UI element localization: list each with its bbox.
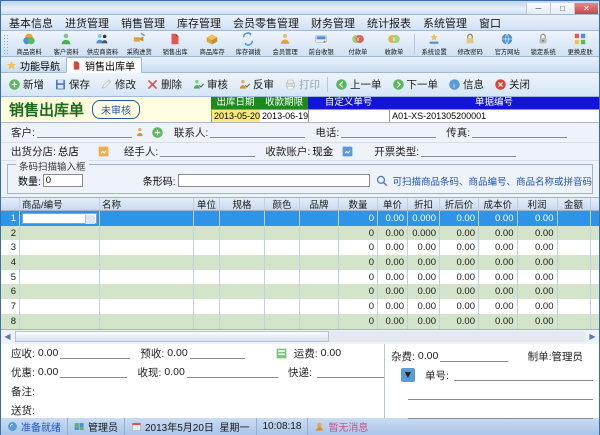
svg-text:i: i	[453, 82, 455, 89]
svg-text:￥: ￥	[355, 36, 360, 43]
svg-text:￥: ￥	[392, 36, 397, 43]
